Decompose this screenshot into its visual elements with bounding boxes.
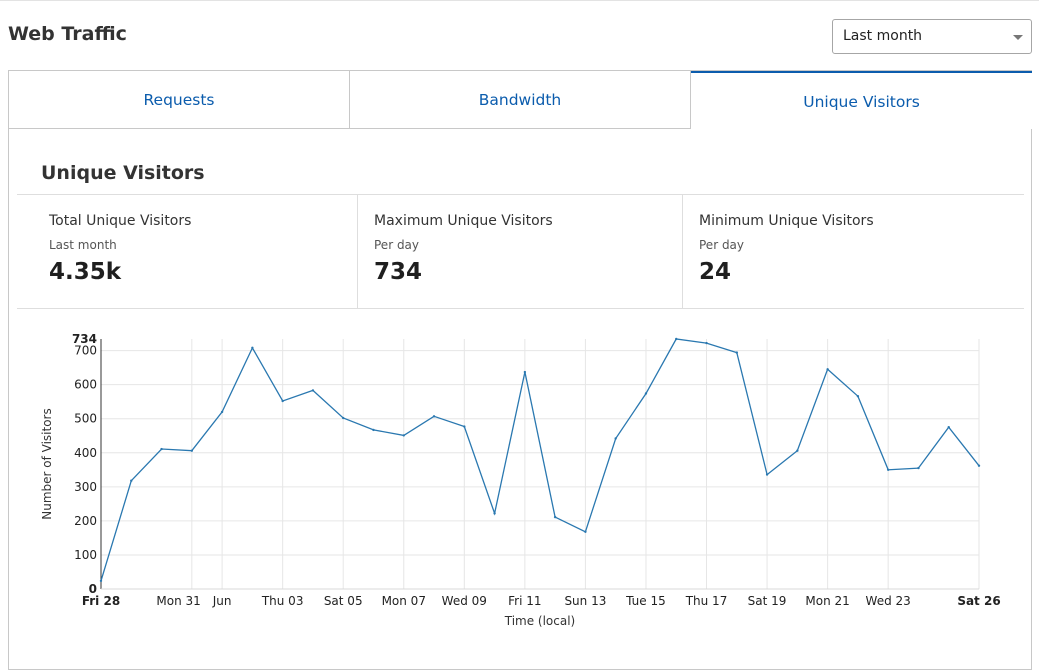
data-point: [644, 392, 648, 395]
data-point: [856, 395, 860, 398]
stat-label: Total Unique Visitors: [49, 213, 192, 229]
data-point: [886, 468, 890, 471]
stat-value: 734: [374, 259, 423, 285]
y-axis-title: Number of Visitors: [40, 408, 54, 520]
stat-maximum-unique-visitors: Maximum Unique Visitors Per day 734: [358, 195, 683, 308]
x-tick-label: Mon 21: [805, 594, 849, 608]
data-point: [99, 579, 103, 583]
data-point: [372, 428, 375, 432]
y-tick-label: 100: [74, 548, 97, 562]
y-max-label: 734: [72, 332, 97, 346]
x-tick-label: Sun 13: [564, 594, 606, 608]
x-tick-label: Thu 03: [261, 594, 304, 608]
x-tick-label: Sat 26: [957, 594, 1000, 608]
stat-total-unique-visitors: Total Unique Visitors Last month 4.35k: [17, 195, 358, 308]
data-point: [251, 346, 254, 350]
x-tick-label: Mon 31: [156, 594, 200, 608]
data-point: [190, 449, 194, 452]
stat-value: 4.35k: [49, 259, 122, 285]
data-point: [342, 416, 345, 420]
data-point: [160, 447, 163, 451]
tab-bandwidth[interactable]: Bandwidth: [350, 71, 691, 129]
x-tick-label: Jun: [212, 594, 232, 608]
stat-label: Minimum Unique Visitors: [699, 213, 874, 229]
data-point: [523, 370, 527, 374]
data-point: [493, 512, 496, 515]
y-tick-label: 700: [74, 344, 97, 358]
data-point: [977, 464, 981, 467]
data-point: [220, 410, 224, 414]
y-tick-label: 600: [74, 378, 97, 392]
y-tick-label: 400: [74, 446, 97, 460]
x-tick-label: Wed 23: [866, 594, 911, 608]
chevron-down-icon: [1013, 35, 1023, 40]
y-tick-label: 0: [89, 582, 97, 596]
x-tick-label: Tue 15: [625, 594, 666, 608]
stat-sublabel: Per day: [374, 238, 420, 252]
data-point: [130, 479, 133, 482]
x-tick-label: Fri 28: [82, 594, 120, 608]
page-title: Web Traffic: [8, 23, 127, 45]
data-point: [675, 337, 678, 341]
data-point: [584, 530, 587, 533]
data-point: [765, 473, 769, 476]
data-point: [947, 426, 950, 429]
stats-row: Total Unique Visitors Last month 4.35k M…: [17, 194, 1024, 309]
time-range-value: Last month: [843, 28, 923, 44]
x-tick-label: Wed 09: [442, 594, 487, 608]
y-tick-label: 500: [74, 412, 97, 426]
tab-unique-visitors[interactable]: Unique Visitors: [691, 71, 1032, 129]
section-title: Unique Visitors: [41, 162, 205, 184]
stat-sublabel: Last month: [49, 238, 117, 252]
data-point: [311, 389, 315, 392]
data-point: [432, 415, 436, 418]
data-point: [735, 351, 738, 354]
data-point: [796, 449, 799, 452]
tab-requests[interactable]: Requests: [9, 71, 350, 129]
data-point: [705, 341, 708, 345]
data-point: [402, 434, 405, 437]
data-point: [917, 466, 920, 470]
y-tick-label: 300: [74, 480, 97, 494]
data-point: [463, 425, 466, 428]
data-point: [614, 437, 617, 440]
x-tick-label: Sat 19: [748, 594, 787, 608]
x-tick-label: Sat 05: [324, 594, 363, 608]
x-tick-label: Fri 11: [508, 594, 541, 608]
x-axis-title: Time (local): [504, 614, 576, 628]
traffic-panel: Requests Bandwidth Unique Visitors Uniqu…: [8, 70, 1032, 670]
x-tick-label: Thu 17: [685, 594, 728, 608]
data-point: [553, 515, 557, 519]
stat-sublabel: Per day: [699, 238, 745, 252]
stat-label: Maximum Unique Visitors: [374, 213, 553, 229]
stat-minimum-unique-visitors: Minimum Unique Visitors Per day 24: [683, 195, 1024, 308]
x-tick-label: Mon 07: [382, 594, 426, 608]
time-range-select[interactable]: Last month: [832, 19, 1032, 54]
series-line: [100, 338, 980, 581]
data-point: [281, 399, 284, 403]
stat-value: 24: [699, 259, 732, 285]
y-tick-label: 200: [74, 514, 97, 528]
data-point: [826, 368, 829, 371]
